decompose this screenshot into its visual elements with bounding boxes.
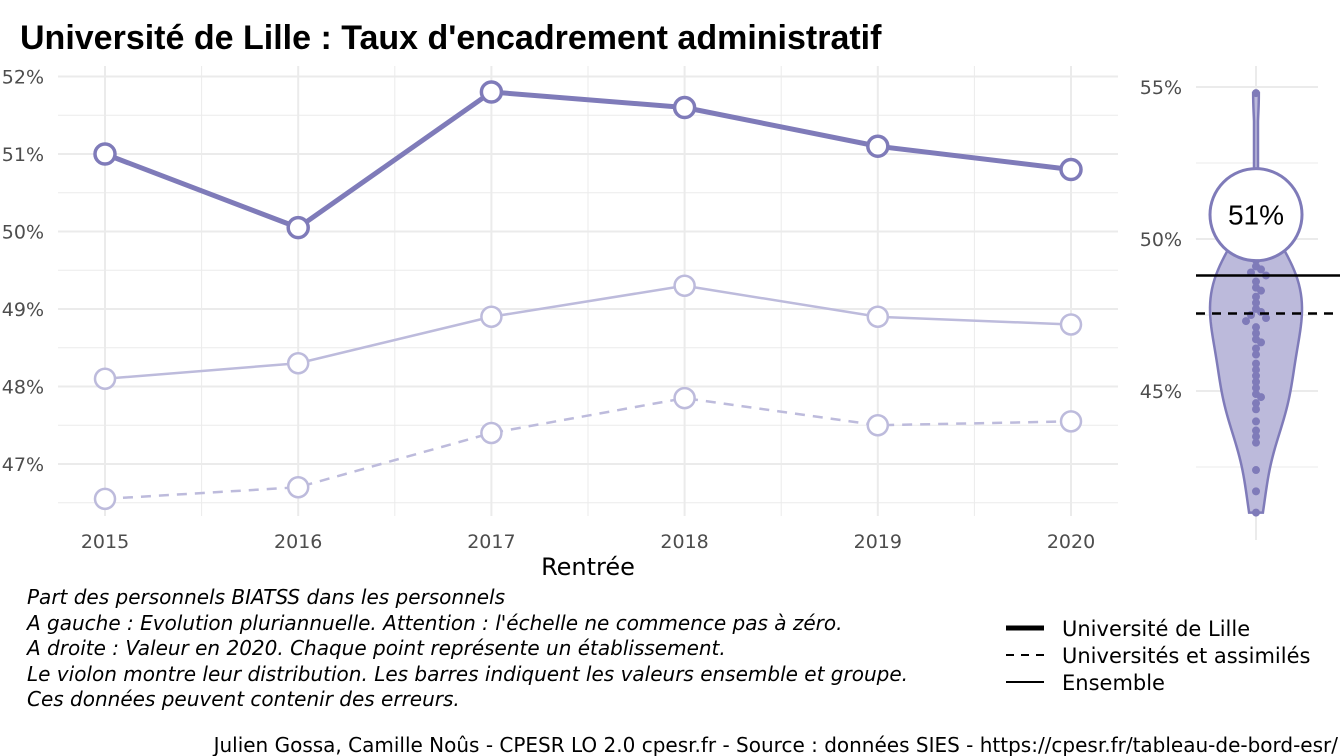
violin-point	[1252, 359, 1260, 368]
data-point	[93, 367, 117, 390]
data-point	[93, 487, 117, 511]
data-point	[286, 476, 310, 499]
data-point	[480, 421, 503, 445]
x-tick-label: 2018	[660, 531, 708, 553]
caption-line: A gauche : Evolution pluriannuelle. Atte…	[25, 611, 843, 635]
footer-credits: Julien Gossa, Camille Noûs - CPESR LO 2.…	[212, 733, 1339, 756]
y-tick-label: 51%	[2, 144, 44, 166]
x-tick-label: 2016	[274, 531, 322, 553]
violin-point	[1252, 438, 1260, 447]
data-point	[1059, 157, 1083, 182]
violin-point	[1252, 377, 1260, 386]
y-tick-label: 45%	[1140, 381, 1182, 403]
violin-panel: 45% 50% 55% 51%	[1140, 66, 1340, 540]
x-tick-label: 2019	[854, 531, 902, 553]
violin-point	[1252, 371, 1260, 380]
caption-line: A droite : Valeur en 2020. Chaque point …	[25, 636, 726, 660]
line-y-ticks: 47% 48% 49% 50% 51% 52%	[2, 67, 44, 477]
y-tick-label: 48%	[2, 377, 44, 399]
highlight-value-badge	[1208, 167, 1304, 263]
violin-point	[1252, 277, 1260, 286]
data-point	[286, 352, 310, 375]
violin-point	[1257, 286, 1265, 295]
y-tick-label: 55%	[1140, 77, 1182, 99]
caption: Part des personnels BIATSS dans les pers…	[25, 585, 908, 711]
violin-point	[1252, 344, 1260, 353]
violin-point	[1252, 383, 1260, 392]
line-panel: 47%48%49%50%51%52% 2015 2016 2017 2018 2019 2…	[2, 66, 1118, 581]
violin-point	[1262, 314, 1270, 323]
series-line	[104, 89, 1072, 231]
data-point	[480, 305, 503, 328]
legend: Université de Lille Universités et assim…	[1006, 617, 1310, 695]
violin-point	[1252, 417, 1260, 426]
data-point	[866, 134, 890, 158]
data-point	[673, 274, 696, 297]
violin-point	[1252, 323, 1260, 332]
data-point	[866, 414, 890, 437]
data-point	[673, 386, 696, 410]
y-tick-label: 52%	[2, 67, 44, 89]
violin-point	[1252, 365, 1260, 374]
violin-points	[1242, 89, 1270, 517]
legend-label: Ensemble	[1062, 671, 1165, 695]
legend-label: Universités et assimilés	[1062, 644, 1310, 668]
violin-point	[1252, 426, 1260, 435]
x-tick-label: 2020	[1047, 531, 1095, 553]
x-tick-label: 2017	[467, 531, 515, 553]
x-axis-label: Rentrée	[541, 553, 635, 581]
violin-point	[1252, 432, 1260, 441]
violin-point	[1252, 89, 1260, 98]
line-x-ticks: 2015 2016 2017 2018 2019 2020	[81, 531, 1095, 553]
violin-point	[1257, 393, 1265, 402]
x-tick-label: 2015	[81, 531, 129, 553]
y-tick-label: 50%	[2, 222, 44, 244]
violin-point	[1252, 298, 1260, 307]
violin-point	[1257, 338, 1265, 347]
violin-point	[1252, 399, 1260, 408]
violin-point	[1252, 508, 1260, 517]
caption-line: Part des personnels BIATSS dans les pers…	[27, 585, 505, 609]
y-tick-label: 50%	[1140, 229, 1182, 251]
data-point	[93, 142, 117, 166]
highlight-value-label: 51%	[1228, 200, 1284, 231]
violin-point	[1252, 329, 1260, 338]
line-series	[93, 80, 1083, 511]
line-grid	[58, 66, 1118, 516]
violin-point	[1252, 487, 1260, 496]
violin-point	[1242, 317, 1250, 326]
violin-point	[1252, 405, 1260, 414]
violin-point	[1252, 350, 1260, 359]
caption-line: Ces données peuvent contenir des erreurs…	[27, 687, 460, 711]
violin-point	[1252, 292, 1260, 301]
series-line	[104, 396, 1072, 501]
caption-line: Le violon montre leur distribution. Les …	[27, 662, 908, 686]
violin-point	[1257, 265, 1265, 274]
violin-point	[1252, 466, 1260, 475]
series-line	[104, 284, 1072, 380]
y-tick-label: 49%	[2, 299, 44, 321]
violin-y-ticks: 45% 50% 55%	[1140, 77, 1182, 403]
data-point	[866, 305, 890, 328]
data-point	[286, 215, 310, 240]
data-point	[479, 80, 504, 104]
data-point	[1059, 313, 1083, 336]
y-tick-label: 47%	[2, 454, 44, 476]
data-point	[672, 95, 697, 120]
legend-label: Université de Lille	[1062, 617, 1250, 641]
chart-title: Université de Lille : Taux d'encadrement…	[20, 19, 882, 57]
data-point	[1059, 410, 1083, 433]
